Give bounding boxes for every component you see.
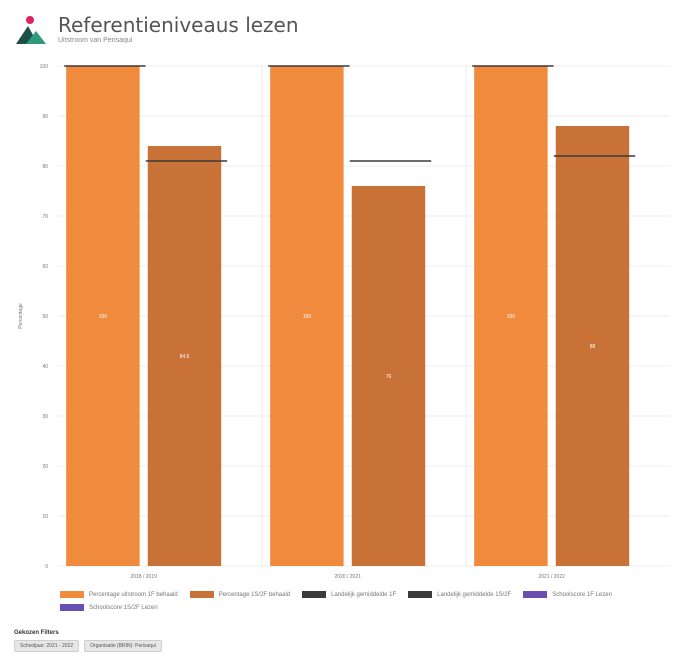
bar-chart: 0 10 20 30 40 50 60 70 80 90 100 Percentage 100 84.5 2…: [18, 64, 670, 580]
y-tick-label: 90: [42, 114, 48, 120]
y-tick-label: 30: [42, 414, 48, 420]
legend-swatch: [189, 591, 214, 598]
y-tick-label: 80: [42, 164, 48, 170]
legend-label: Schoolscore 1F Lezen: [552, 591, 612, 598]
legend-swatch: [408, 591, 433, 598]
bar-s2f: [147, 146, 222, 566]
y-tick-label: 100: [40, 64, 49, 70]
legend-item[interactable]: Landelijk gemiddelde 1S/2F: [408, 591, 511, 598]
report-header: Referentieniveaus lezen Uitstroom van Pe…: [14, 14, 299, 54]
legend-item[interactable]: Landelijk gemiddelde 1F: [302, 591, 396, 598]
bar-s2f: [555, 126, 630, 566]
bar-data-label: 88: [590, 344, 596, 350]
legend-item[interactable]: Schoolscore 1F Lezen: [523, 591, 612, 598]
y-tick-label: 70: [42, 214, 48, 220]
page-title: Referentieniveaus lezen: [58, 13, 299, 37]
filter-tag-organisatie[interactable]: Organisatie (BRIN): Perisaqui: [84, 640, 162, 652]
bar-data-label: 100: [303, 314, 312, 320]
legend-label: Percentage uitstroom 1F behaald: [89, 591, 178, 598]
legend-item[interactable]: Percentage uitstroom 1F behaald: [60, 591, 178, 598]
y-tick-label: 20: [42, 464, 48, 470]
y-tick-label: 50: [42, 314, 48, 320]
legend-swatch: [60, 604, 84, 611]
bar-data-label: 84.5: [180, 354, 190, 360]
legend-swatch: [302, 591, 327, 598]
x-tick-label: 2021 / 2022: [538, 574, 565, 580]
x-tick-label: 2020 / 2021: [334, 574, 361, 580]
x-tick-label: 2018 / 2019: [130, 574, 157, 580]
bar-data-label: 76: [386, 374, 392, 380]
legend-swatch: [523, 591, 548, 598]
bar-s2f: [351, 186, 426, 566]
legend-label: Schoolscore 1S/2F Lezen: [89, 604, 158, 611]
y-tick-label: 40: [42, 364, 48, 370]
bar-data-label: 100: [507, 314, 516, 320]
bar-pf: [270, 66, 344, 566]
legend-label: Percentage 1S/2F behaald: [218, 591, 291, 598]
legend-label: Landelijk gemiddelde 1F: [331, 591, 397, 598]
filters-title: Gekozen Filters: [14, 630, 59, 636]
y-tick-label: 60: [42, 264, 48, 270]
chart-legend: Percentage uitstroom 1F behaald Percentag…: [60, 591, 660, 617]
page-subtitle: Uitstroom van Perisaqui: [58, 37, 133, 44]
bar-pf: [474, 66, 548, 566]
bar-pf: [66, 66, 140, 566]
y-tick-label: 10: [42, 514, 48, 520]
logo-icon: [14, 14, 48, 48]
bar-data-label: 100: [99, 314, 108, 320]
y-axis-label: Percentage: [18, 303, 24, 329]
legend-swatch: [60, 591, 84, 598]
legend-item[interactable]: Schoolscore 1S/2F Lezen: [60, 604, 158, 611]
y-tick-label: 0: [45, 564, 48, 570]
filter-tag-schooljaar[interactable]: Schooljaar: 2021 - 2022: [14, 640, 80, 652]
legend-item[interactable]: Percentage 1S/2F behaald: [189, 591, 291, 598]
filters-panel: Gekozen Filters Schooljaar: 2021 - 2022 …: [14, 630, 167, 652]
legend-label: Landelijk gemiddelde 1S/2F: [437, 591, 512, 598]
